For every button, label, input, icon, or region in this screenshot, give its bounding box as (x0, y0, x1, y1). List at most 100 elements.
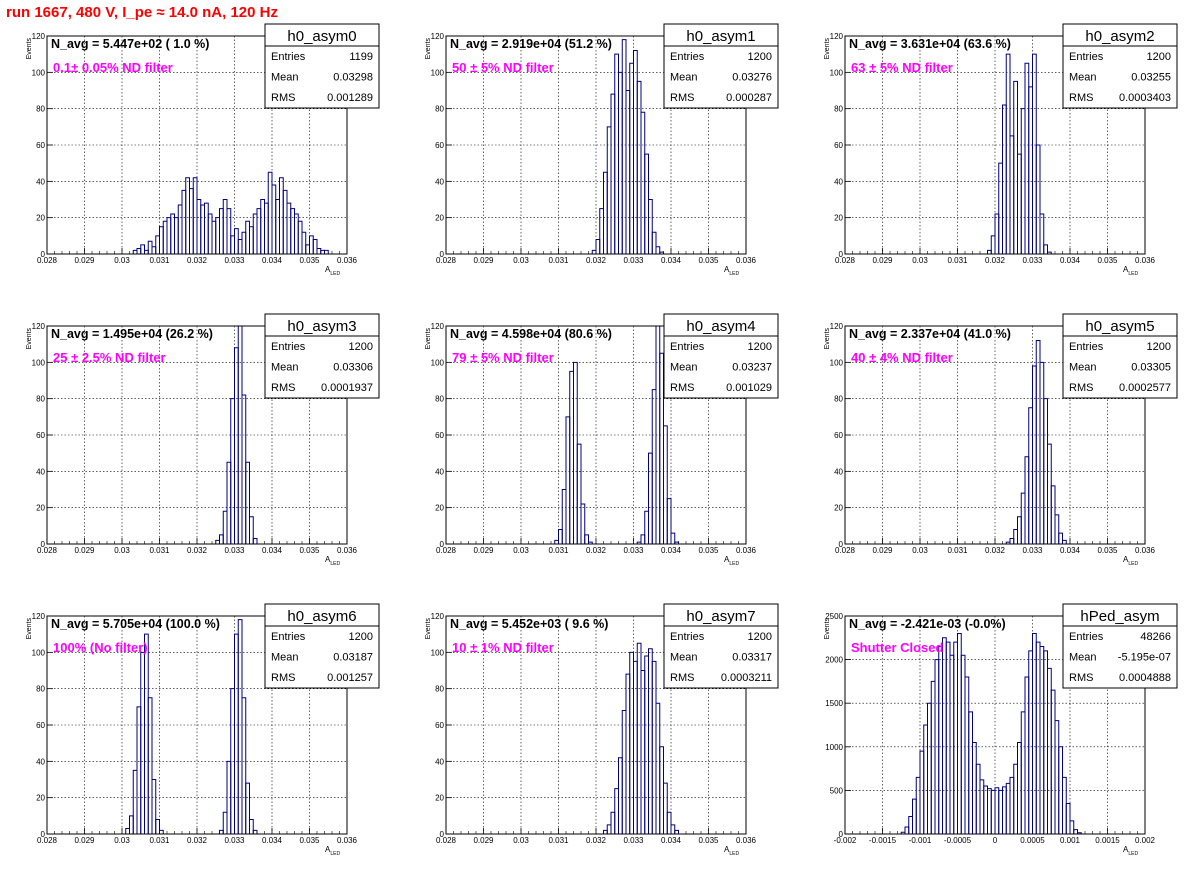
y-axis-label: Events (824, 38, 831, 60)
x-tick-label: 0.035 (299, 256, 320, 265)
y-tick-label: 100 (32, 358, 46, 367)
stats-value: 0.0003403 (1119, 92, 1171, 104)
histogram-bin (565, 416, 571, 544)
stats-box (264, 335, 380, 399)
x-tick-label: 0.029 (473, 256, 494, 265)
navg-label: N_avg = 5.705e+04 (100.0 %) (51, 617, 220, 631)
histogram-bin (1050, 689, 1056, 834)
stats-key: Mean (271, 72, 299, 84)
histogram-bin (655, 246, 661, 254)
panel-h0_asym3: 0.028 0.029 0.03 0.031 0.032 0.033 0.034 0.035 0… (26, 313, 380, 567)
histogram-bin (256, 208, 262, 254)
x-tick-label: 0.034 (661, 256, 682, 265)
histogram-bin (162, 220, 168, 254)
navg-label: N_avg = -2.421e-03 (-0.0%) (849, 617, 1006, 631)
stats-key: Mean (670, 72, 698, 84)
y-tick-label: 60 (834, 431, 843, 440)
x-tick-label: 0.036 (736, 546, 757, 555)
histogram-bin (636, 80, 642, 254)
y-tick-label: 80 (435, 685, 444, 694)
histogram-bin (651, 389, 657, 544)
stats-key: Entries (670, 341, 705, 353)
histogram-bin (185, 177, 190, 254)
y-tick-label: 20 (435, 214, 444, 223)
histogram-bin (972, 741, 977, 834)
histogram-bin (561, 489, 567, 544)
histogram-bin (189, 188, 194, 254)
y-tick-label: 20 (36, 794, 45, 803)
histogram-bin (1005, 782, 1011, 834)
histogram-bin (297, 220, 303, 254)
histogram-bin (990, 235, 996, 254)
stats-value: 1200 (349, 341, 373, 353)
histogram-bin (252, 213, 258, 254)
histogram-bin (663, 425, 668, 544)
histogram-bin (230, 235, 235, 254)
histogram-bin (200, 204, 205, 254)
histogram-bin (659, 251, 664, 254)
histogram-bin (659, 746, 664, 834)
y-tick-label: 120 (32, 612, 46, 621)
histogram-bin (957, 632, 962, 834)
y-tick-label: 1500 (825, 699, 843, 708)
stats-box (663, 45, 779, 109)
x-axis-label: ALED (1123, 845, 1138, 857)
page-title: run 1667, 480 V, I_pe ≈ 14.0 nA, 120 Hz (6, 4, 278, 21)
y-tick-label: 0 (41, 540, 46, 549)
histogram-bin (1009, 135, 1015, 254)
x-tick-label: 0.034 (262, 256, 283, 265)
plot-frame (445, 615, 747, 835)
histogram-bin (324, 249, 329, 254)
histogram-bin (591, 249, 597, 254)
plot-frame (844, 325, 1146, 545)
histogram-bin (282, 189, 288, 254)
histogram-bin (249, 226, 254, 254)
histogram-bin (215, 539, 220, 544)
histogram-bin (670, 532, 676, 544)
histogram-bin (245, 782, 250, 834)
histogram-bin (301, 231, 307, 254)
histogram-bin (625, 673, 631, 834)
y-tick-label: 0 (440, 830, 445, 839)
plot-frame (445, 325, 747, 545)
histogram-bin (1047, 443, 1052, 544)
stats-key: RMS (1069, 672, 1093, 684)
x-tick-label: 0.029 (872, 546, 893, 555)
histogram-bin (222, 510, 228, 544)
y-tick-label: 80 (435, 105, 444, 114)
histogram-bin (219, 534, 224, 544)
stats-value: -5.195e-07 (1118, 652, 1171, 664)
histogram-bin (1024, 676, 1030, 834)
stats-key: Mean (670, 362, 698, 374)
histogram-bin (640, 111, 646, 254)
histogram-bin (942, 637, 947, 834)
histogram-bin (1032, 632, 1037, 834)
histogram-bin (953, 641, 958, 834)
x-tick-label: 0.03 (114, 836, 130, 845)
histogram-bin (159, 829, 164, 834)
stats-value: 0.03255 (1131, 72, 1171, 84)
histogram-bin (1009, 538, 1015, 544)
histogram-bin (1050, 485, 1056, 544)
x-tick-label: -0.002 (834, 836, 857, 845)
x-tick-label: 0.031 (548, 836, 569, 845)
filter-label: 40 ± 4% ND filter (851, 350, 953, 365)
plot-frame (445, 35, 747, 255)
x-tick-label: 0 (993, 836, 998, 845)
stats-box (1062, 335, 1178, 399)
y-axis-label: Events (425, 328, 432, 350)
x-tick-label: 0.033 (224, 836, 245, 845)
histogram-bin (614, 788, 619, 834)
histogram-bin (1039, 213, 1045, 254)
y-tick-label: 60 (834, 141, 843, 150)
x-tick-label: 0.029 (74, 256, 95, 265)
histogram-bin (245, 220, 250, 254)
stats-key: Entries (271, 341, 306, 353)
histogram-bin (983, 785, 988, 834)
y-tick-label: 100 (431, 648, 445, 657)
stats-key: Mean (271, 362, 299, 374)
y-tick-label: 0 (41, 250, 46, 259)
panel-hPed_asym: -0.002 -0.0015 -0.001 -0.0005 0 0.0005 0.001 0.… (824, 603, 1178, 857)
histogram-bin (151, 779, 157, 834)
histogram-name: h0_asym6 (287, 608, 356, 625)
